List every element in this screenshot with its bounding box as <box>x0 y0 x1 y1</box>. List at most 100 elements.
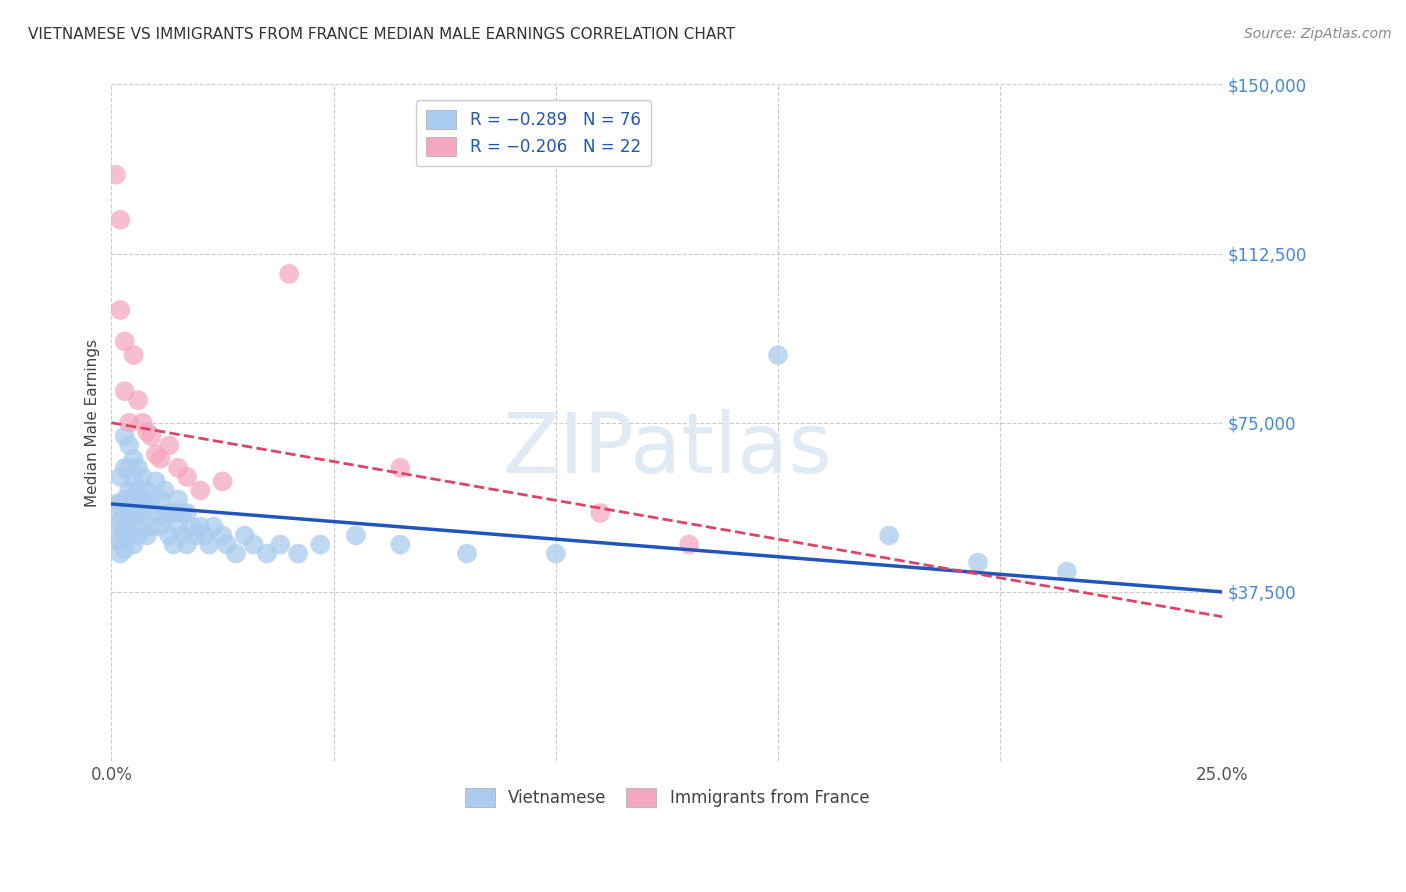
Point <box>110 303 132 318</box>
Point <box>127 506 149 520</box>
Point <box>176 537 198 551</box>
Point <box>309 537 332 551</box>
Point <box>141 492 163 507</box>
Point <box>145 447 167 461</box>
Point <box>104 533 127 547</box>
Point <box>157 528 180 542</box>
Point <box>131 519 153 533</box>
Point <box>104 515 127 529</box>
Point <box>287 547 309 561</box>
Point <box>544 547 567 561</box>
Point <box>215 537 238 551</box>
Point <box>188 519 211 533</box>
Point <box>114 461 136 475</box>
Point <box>184 528 207 542</box>
Point <box>114 384 136 399</box>
Point <box>172 528 194 542</box>
Point <box>176 470 198 484</box>
Point <box>127 483 149 498</box>
Point <box>127 528 149 542</box>
Point <box>176 506 198 520</box>
Point <box>211 528 233 542</box>
Point <box>242 537 264 551</box>
Point <box>344 528 367 542</box>
Point <box>104 497 127 511</box>
Point <box>118 416 141 430</box>
Point <box>122 537 145 551</box>
Point <box>589 506 612 520</box>
Point <box>269 537 291 551</box>
Point <box>136 528 159 542</box>
Point <box>157 438 180 452</box>
Point <box>162 506 184 520</box>
Point <box>118 483 141 498</box>
Point <box>149 492 172 507</box>
Point <box>127 393 149 408</box>
Point <box>122 451 145 466</box>
Point <box>131 470 153 484</box>
Point <box>389 537 412 551</box>
Point <box>167 461 190 475</box>
Point <box>162 537 184 551</box>
Point <box>118 506 141 520</box>
Point <box>202 519 225 533</box>
Point <box>118 438 141 452</box>
Point <box>967 556 990 570</box>
Point <box>766 348 789 362</box>
Point <box>877 528 900 542</box>
Point <box>114 542 136 557</box>
Point <box>211 475 233 489</box>
Point <box>110 497 132 511</box>
Point <box>122 348 145 362</box>
Point <box>131 416 153 430</box>
Point <box>145 506 167 520</box>
Legend: Vietnamese, Immigrants from France: Vietnamese, Immigrants from France <box>458 781 876 814</box>
Point <box>131 492 153 507</box>
Point <box>114 519 136 533</box>
Point <box>180 519 202 533</box>
Point <box>225 547 247 561</box>
Point <box>678 537 700 551</box>
Text: ZIPatlas: ZIPatlas <box>502 409 832 491</box>
Point <box>194 528 217 542</box>
Point <box>188 483 211 498</box>
Point <box>122 510 145 524</box>
Point <box>118 461 141 475</box>
Point <box>127 461 149 475</box>
Point <box>141 519 163 533</box>
Point <box>122 475 145 489</box>
Point <box>114 429 136 443</box>
Text: VIETNAMESE VS IMMIGRANTS FROM FRANCE MEDIAN MALE EARNINGS CORRELATION CHART: VIETNAMESE VS IMMIGRANTS FROM FRANCE MED… <box>28 27 735 42</box>
Point <box>136 425 159 439</box>
Point <box>278 267 301 281</box>
Point <box>167 519 190 533</box>
Point <box>1056 565 1078 579</box>
Point <box>149 451 172 466</box>
Point <box>110 470 132 484</box>
Point <box>110 547 132 561</box>
Point <box>198 537 221 551</box>
Point <box>149 519 172 533</box>
Point <box>114 506 136 520</box>
Point <box>122 492 145 507</box>
Point <box>110 533 132 547</box>
Point <box>110 212 132 227</box>
Point <box>136 483 159 498</box>
Point <box>456 547 478 561</box>
Point <box>141 429 163 443</box>
Point <box>136 501 159 516</box>
Point <box>114 528 136 542</box>
Point <box>114 492 136 507</box>
Point <box>145 475 167 489</box>
Point <box>104 168 127 182</box>
Point <box>114 334 136 349</box>
Point <box>256 547 278 561</box>
Point <box>389 461 412 475</box>
Point <box>172 506 194 520</box>
Point <box>153 510 176 524</box>
Point <box>233 528 256 542</box>
Point <box>153 483 176 498</box>
Y-axis label: Median Male Earnings: Median Male Earnings <box>86 339 100 507</box>
Point <box>167 492 190 507</box>
Text: Source: ZipAtlas.com: Source: ZipAtlas.com <box>1244 27 1392 41</box>
